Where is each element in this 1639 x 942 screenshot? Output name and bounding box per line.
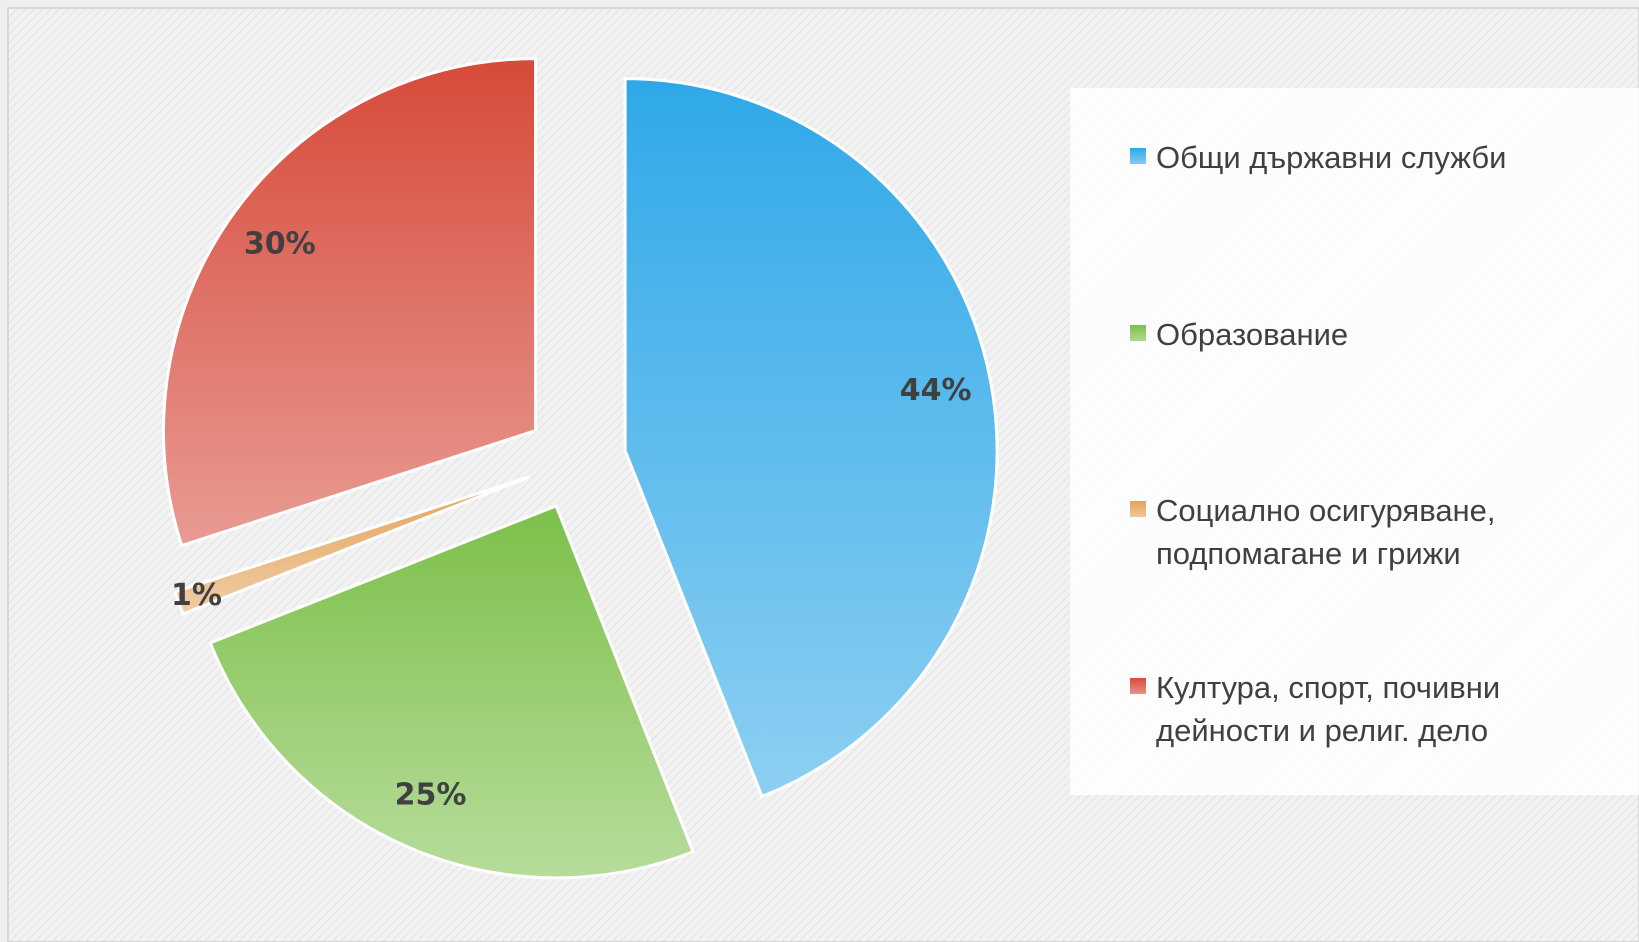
data-label: 44% [900,373,972,408]
pie-slice [173,475,530,616]
data-label: 30% [244,226,316,261]
legend-swatch [1130,678,1146,694]
data-label: 1% [171,578,222,613]
pie-slice [623,77,999,799]
legend-swatch [1130,148,1146,164]
legend-label: Образование [1156,317,1349,352]
pie-slice [208,503,696,880]
legend-item: Общи държавни служби [1130,136,1560,179]
legend-swatch [1130,325,1146,341]
legend-label: Култура, спорт, почивни дейности и религ… [1156,670,1501,748]
legend-label: Общи държавни служби [1156,140,1507,175]
legend-swatch [1130,501,1146,517]
legend-item: Култура, спорт, почивни дейности и религ… [1130,666,1560,752]
legend-item: Образование [1130,313,1560,356]
legend: Общи държавни служби Образование Социално … [1070,88,1639,795]
legend-item: Социално осигуряване, подпомагане и гриж… [1130,489,1560,575]
pie-slice [162,57,538,548]
data-label: 25% [395,778,467,813]
legend-label: Социално осигуряване, подпомагане и гриж… [1156,493,1496,571]
